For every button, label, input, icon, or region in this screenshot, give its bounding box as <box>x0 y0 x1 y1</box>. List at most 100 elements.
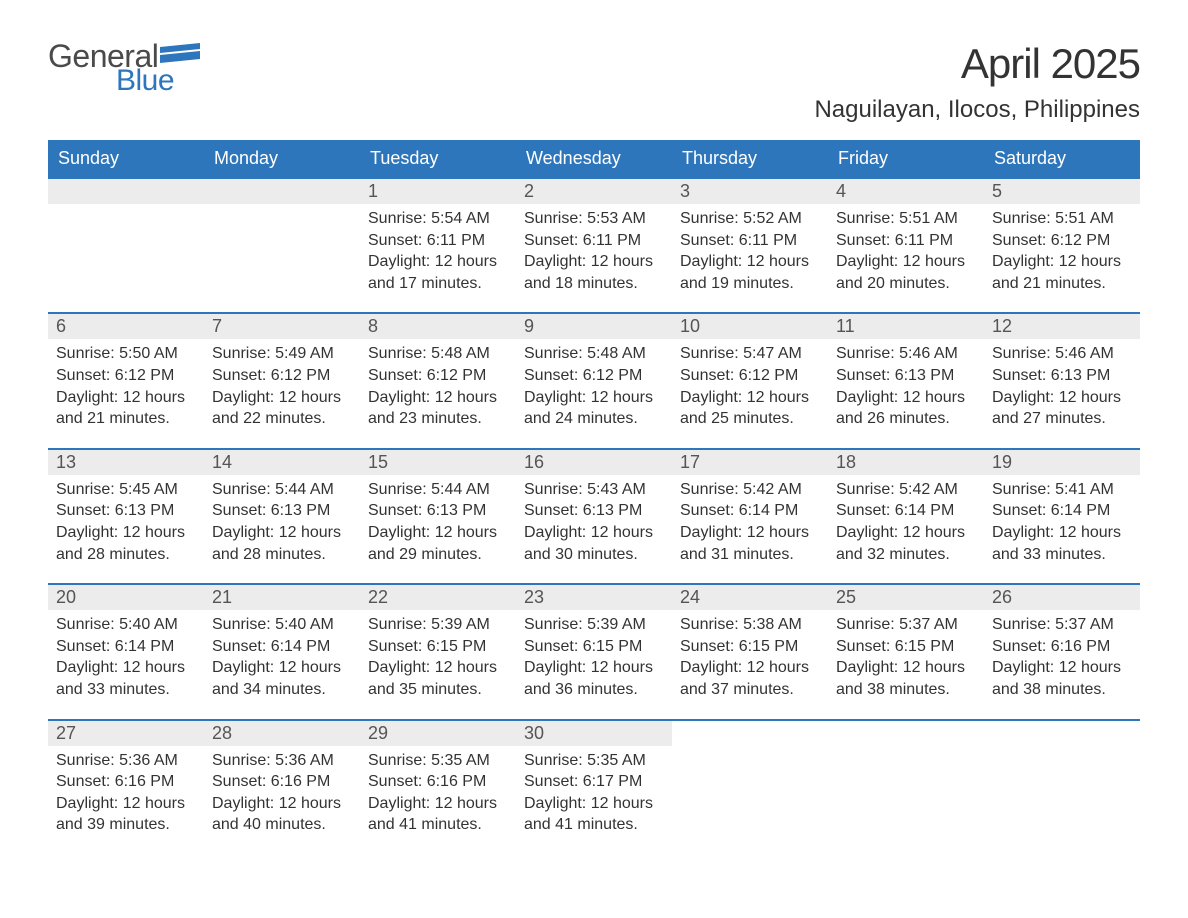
day-day1: Daylight: 12 hours <box>992 657 1132 679</box>
day-content-cell: Sunrise: 5:42 AMSunset: 6:14 PMDaylight:… <box>672 475 828 584</box>
day-sunset: Sunset: 6:15 PM <box>368 636 508 658</box>
day-sunset: Sunset: 6:13 PM <box>836 365 976 387</box>
day-number-cell <box>204 178 360 204</box>
day-number-cell <box>672 720 828 746</box>
day-sunset: Sunset: 6:15 PM <box>680 636 820 658</box>
day-sunset: Sunset: 6:11 PM <box>836 230 976 252</box>
day-content-cell: Sunrise: 5:36 AMSunset: 6:16 PMDaylight:… <box>204 746 360 854</box>
day-content-cell: Sunrise: 5:39 AMSunset: 6:15 PMDaylight:… <box>516 610 672 719</box>
day-number-cell: 26 <box>984 584 1140 610</box>
day-day1: Daylight: 12 hours <box>56 522 196 544</box>
day-number-cell: 18 <box>828 449 984 475</box>
day-sunset: Sunset: 6:14 PM <box>56 636 196 658</box>
day-day1: Daylight: 12 hours <box>368 657 508 679</box>
month-title: April 2025 <box>814 40 1140 88</box>
weekday-header: Friday <box>828 140 984 178</box>
weekday-header: Thursday <box>672 140 828 178</box>
day-number-cell: 11 <box>828 313 984 339</box>
day-day1: Daylight: 12 hours <box>56 387 196 409</box>
day-day1: Daylight: 12 hours <box>212 657 352 679</box>
day-day2: and 19 minutes. <box>680 273 820 295</box>
day-day2: and 28 minutes. <box>212 544 352 566</box>
day-sunset: Sunset: 6:17 PM <box>524 771 664 793</box>
day-day1: Daylight: 12 hours <box>524 251 664 273</box>
day-content-cell: Sunrise: 5:36 AMSunset: 6:16 PMDaylight:… <box>48 746 204 854</box>
day-number-cell: 14 <box>204 449 360 475</box>
day-number-row: 12345 <box>48 178 1140 204</box>
day-content-cell <box>984 746 1140 854</box>
day-content-cell: Sunrise: 5:45 AMSunset: 6:13 PMDaylight:… <box>48 475 204 584</box>
day-content-cell: Sunrise: 5:37 AMSunset: 6:15 PMDaylight:… <box>828 610 984 719</box>
day-day1: Daylight: 12 hours <box>992 387 1132 409</box>
day-content-cell: Sunrise: 5:35 AMSunset: 6:16 PMDaylight:… <box>360 746 516 854</box>
weekday-header: Sunday <box>48 140 204 178</box>
day-content-cell: Sunrise: 5:46 AMSunset: 6:13 PMDaylight:… <box>828 339 984 448</box>
day-day1: Daylight: 12 hours <box>836 657 976 679</box>
day-day2: and 26 minutes. <box>836 408 976 430</box>
day-number-cell: 29 <box>360 720 516 746</box>
day-sunset: Sunset: 6:13 PM <box>56 500 196 522</box>
day-day2: and 22 minutes. <box>212 408 352 430</box>
day-content-cell: Sunrise: 5:40 AMSunset: 6:14 PMDaylight:… <box>204 610 360 719</box>
day-number-cell: 23 <box>516 584 672 610</box>
day-day1: Daylight: 12 hours <box>680 522 820 544</box>
day-number-cell: 6 <box>48 313 204 339</box>
day-day2: and 21 minutes. <box>992 273 1132 295</box>
day-content-cell: Sunrise: 5:54 AMSunset: 6:11 PMDaylight:… <box>360 204 516 313</box>
day-number-cell: 2 <box>516 178 672 204</box>
day-day2: and 27 minutes. <box>992 408 1132 430</box>
day-content-cell <box>828 746 984 854</box>
day-number-row: 27282930 <box>48 720 1140 746</box>
day-content-cell: Sunrise: 5:35 AMSunset: 6:17 PMDaylight:… <box>516 746 672 854</box>
day-day1: Daylight: 12 hours <box>212 522 352 544</box>
day-day1: Daylight: 12 hours <box>836 522 976 544</box>
day-sunrise: Sunrise: 5:52 AM <box>680 208 820 230</box>
day-day2: and 21 minutes. <box>56 408 196 430</box>
day-day2: and 36 minutes. <box>524 679 664 701</box>
day-number-cell: 7 <box>204 313 360 339</box>
day-content-cell: Sunrise: 5:47 AMSunset: 6:12 PMDaylight:… <box>672 339 828 448</box>
day-day2: and 34 minutes. <box>212 679 352 701</box>
day-content-cell: Sunrise: 5:51 AMSunset: 6:11 PMDaylight:… <box>828 204 984 313</box>
day-sunrise: Sunrise: 5:38 AM <box>680 614 820 636</box>
day-day1: Daylight: 12 hours <box>212 793 352 815</box>
day-day2: and 37 minutes. <box>680 679 820 701</box>
day-number-cell: 27 <box>48 720 204 746</box>
day-sunset: Sunset: 6:16 PM <box>368 771 508 793</box>
day-sunrise: Sunrise: 5:40 AM <box>212 614 352 636</box>
day-day1: Daylight: 12 hours <box>680 251 820 273</box>
day-sunrise: Sunrise: 5:50 AM <box>56 343 196 365</box>
day-day1: Daylight: 12 hours <box>524 522 664 544</box>
day-content-cell <box>204 204 360 313</box>
day-content-cell: Sunrise: 5:43 AMSunset: 6:13 PMDaylight:… <box>516 475 672 584</box>
day-sunrise: Sunrise: 5:46 AM <box>992 343 1132 365</box>
day-content-cell: Sunrise: 5:53 AMSunset: 6:11 PMDaylight:… <box>516 204 672 313</box>
day-sunrise: Sunrise: 5:44 AM <box>368 479 508 501</box>
day-sunrise: Sunrise: 5:37 AM <box>992 614 1132 636</box>
day-sunrise: Sunrise: 5:41 AM <box>992 479 1132 501</box>
day-number-cell: 13 <box>48 449 204 475</box>
day-sunset: Sunset: 6:14 PM <box>680 500 820 522</box>
day-number-row: 6789101112 <box>48 313 1140 339</box>
day-sunset: Sunset: 6:13 PM <box>212 500 352 522</box>
weekday-header: Saturday <box>984 140 1140 178</box>
day-day1: Daylight: 12 hours <box>992 522 1132 544</box>
day-sunset: Sunset: 6:16 PM <box>56 771 196 793</box>
day-content-row: Sunrise: 5:36 AMSunset: 6:16 PMDaylight:… <box>48 746 1140 854</box>
day-sunrise: Sunrise: 5:36 AM <box>56 750 196 772</box>
day-number-row: 20212223242526 <box>48 584 1140 610</box>
day-day2: and 28 minutes. <box>56 544 196 566</box>
day-number-cell: 15 <box>360 449 516 475</box>
day-sunrise: Sunrise: 5:39 AM <box>368 614 508 636</box>
day-day2: and 29 minutes. <box>368 544 508 566</box>
day-number-cell: 5 <box>984 178 1140 204</box>
day-content-cell: Sunrise: 5:48 AMSunset: 6:12 PMDaylight:… <box>516 339 672 448</box>
day-sunrise: Sunrise: 5:54 AM <box>368 208 508 230</box>
day-day2: and 33 minutes. <box>992 544 1132 566</box>
day-day2: and 33 minutes. <box>56 679 196 701</box>
day-sunrise: Sunrise: 5:37 AM <box>836 614 976 636</box>
day-day1: Daylight: 12 hours <box>680 657 820 679</box>
day-content-cell: Sunrise: 5:41 AMSunset: 6:14 PMDaylight:… <box>984 475 1140 584</box>
day-number-cell: 30 <box>516 720 672 746</box>
day-content-row: Sunrise: 5:54 AM Sunset: 6:11 PM Daylight:… <box>48 204 1140 313</box>
